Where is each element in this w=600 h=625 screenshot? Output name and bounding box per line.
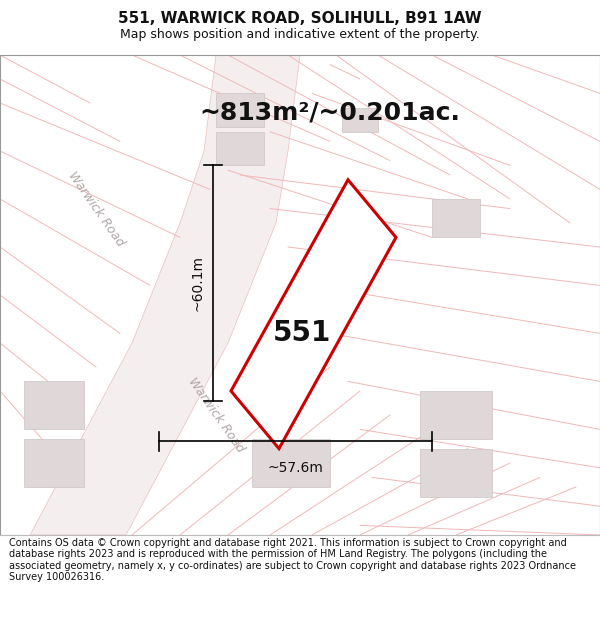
- Polygon shape: [24, 381, 84, 429]
- Text: ~57.6m: ~57.6m: [268, 461, 323, 474]
- Polygon shape: [24, 439, 84, 487]
- Polygon shape: [216, 132, 264, 166]
- Polygon shape: [420, 449, 492, 497]
- Text: Warwick Road: Warwick Road: [185, 375, 247, 455]
- Polygon shape: [231, 180, 396, 449]
- Polygon shape: [432, 199, 480, 238]
- Text: ~813m²/~0.201ac.: ~813m²/~0.201ac.: [200, 101, 460, 124]
- Text: ~60.1m: ~60.1m: [191, 255, 205, 311]
- Polygon shape: [30, 55, 300, 535]
- Text: 551, WARWICK ROAD, SOLIHULL, B91 1AW: 551, WARWICK ROAD, SOLIHULL, B91 1AW: [118, 11, 482, 26]
- Polygon shape: [342, 107, 378, 132]
- Text: Warwick Road: Warwick Road: [65, 169, 127, 248]
- Polygon shape: [252, 439, 330, 487]
- Polygon shape: [216, 93, 264, 127]
- Text: Contains OS data © Crown copyright and database right 2021. This information is : Contains OS data © Crown copyright and d…: [9, 538, 576, 582]
- Polygon shape: [420, 391, 492, 439]
- Text: Map shows position and indicative extent of the property.: Map shows position and indicative extent…: [120, 28, 480, 41]
- Text: 551: 551: [272, 319, 331, 348]
